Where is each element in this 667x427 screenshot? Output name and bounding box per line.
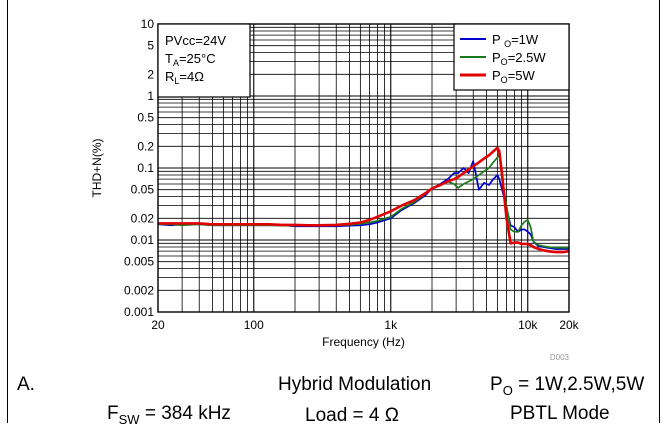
y-tick-label: 0.001 [124,305,154,319]
plot-border [157,23,570,313]
y-tick-label: 10 [141,17,155,31]
condition-suffix: =4Ω [179,69,204,84]
y-tick-label: 0.02 [131,211,155,225]
figure-id: D003 [550,353,570,362]
legend-label-main: P [492,68,501,83]
caption-power: PO = 1W,2.5W,5W [490,374,644,398]
condition-text: TA=25°C [165,51,216,68]
x-axis-label: Frequency (Hz) [322,335,405,349]
y-tick-label: 0.005 [124,255,154,269]
caption-fsw-main: F [107,403,119,424]
condition-main: PVcc=24V [165,33,226,48]
legend-label-suffix: =1W [511,32,539,47]
x-tick-label: 10k [518,318,538,332]
y-tick-label: 0.2 [137,139,154,153]
caption-mode: PBTL Mode [510,403,610,424]
x-tick-label: 20 [151,318,165,332]
legend-label-suffix: =2.5W [508,50,547,65]
legend-label-suffix: =5W [508,68,536,83]
condition-main: T [165,51,173,66]
condition-main: R [165,69,174,84]
y-tick-label: 2 [147,67,154,81]
caption-power-suffix: = 1W,2.5W,5W [512,374,645,395]
caption-power-sub: O [502,382,513,398]
condition-sub: L [174,76,179,86]
condition-text: RL=4Ω [165,69,204,86]
y-axis-label: THD+N(%) [90,138,104,197]
legend-label-sub: O [501,75,508,85]
series-line-3 [158,146,570,254]
caption-fsw-sub: SW [118,411,140,427]
y-grid [158,26,569,291]
condition-text: PVcc=24V [165,33,226,48]
caption-fsw-suffix: = 384 kHz [139,403,231,424]
conditions-box [157,23,251,98]
y-tick-label: 5 [147,39,154,53]
y-tick-label: 0.5 [137,111,154,125]
caption-modulation: Hybrid Modulation [278,374,432,395]
condition-sub: A [173,58,179,68]
figure-frame [7,0,660,423]
legend-label-sub: O [501,57,508,67]
y-tick-label: 0.05 [131,183,155,197]
legend-label-main: P [492,32,504,47]
condition-suffix: =25°C [179,51,216,66]
y-tick-label: 1 [147,89,154,103]
x-tick-label: 1k [384,318,398,332]
caption-power-main: P [490,374,503,395]
legend-label-main: P [492,50,501,65]
y-tick-label: 0.01 [131,233,155,247]
legend-label: PO=2.5W [492,50,546,67]
x-tick-label: 20k [559,318,579,332]
y-tick-label: 0.002 [124,283,154,297]
x-tick-label: 100 [244,318,264,332]
caption-load: Load = 4 Ω [305,405,399,426]
y-tick-label: 0.1 [137,161,154,175]
legend-label-sub: O [504,39,511,49]
legend-label: P O=1W [492,32,539,49]
caption-fsw: FSW = 384 kHz [107,403,231,427]
caption-label: A. [17,374,35,395]
legend-label: PO=5W [492,68,536,85]
